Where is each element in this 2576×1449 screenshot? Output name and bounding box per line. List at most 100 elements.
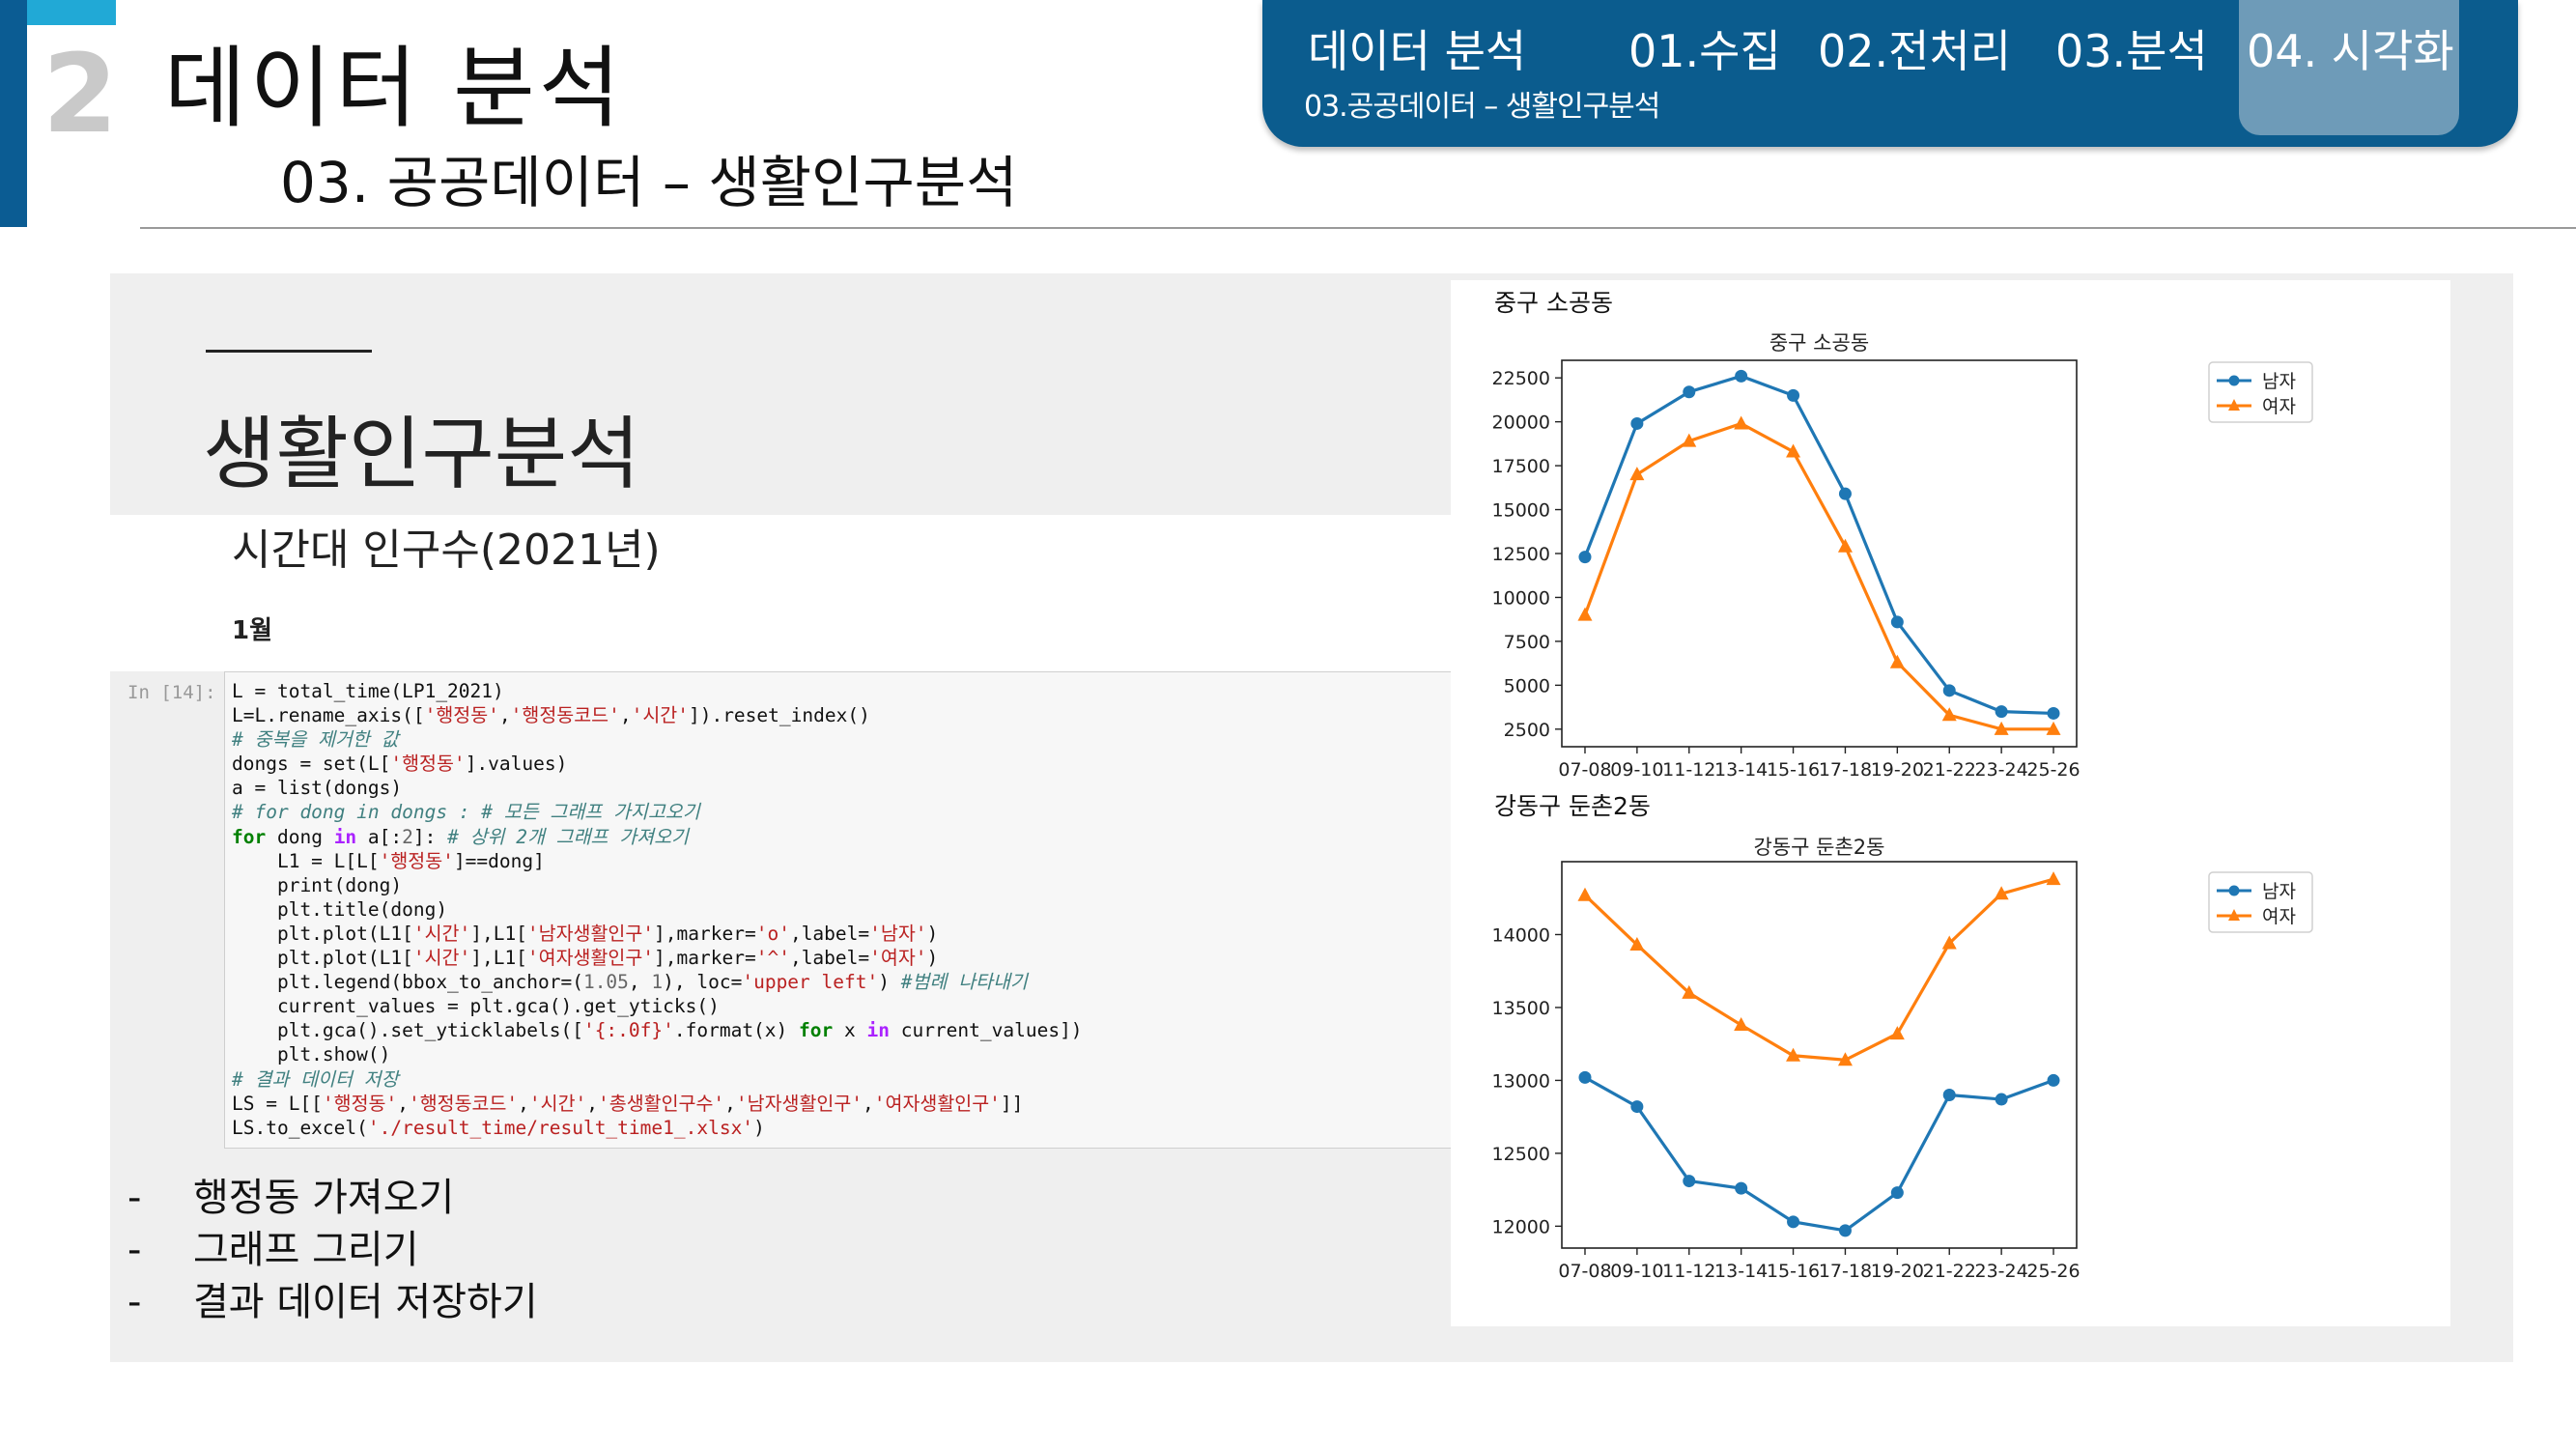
y-tick-label: 13000 xyxy=(1492,1070,1550,1092)
y-tick-label: 7500 xyxy=(1504,632,1550,653)
nav-title: 데이터 분석 xyxy=(1308,25,1527,77)
data-point xyxy=(1941,935,1957,950)
legend-box xyxy=(2208,361,2313,423)
y-tick-label: 17500 xyxy=(1492,456,1550,477)
data-point xyxy=(1629,937,1645,952)
code-line: plt.show() xyxy=(232,1043,391,1066)
legend-label: 여자 xyxy=(2262,906,2296,927)
chart-output-area: 중구 소공동 중구 소공동 2500 5000 7500 10000 12500 15000 1… xyxy=(1451,280,2450,1326)
nav-item-collect[interactable]: 01.수집 xyxy=(1628,25,1781,77)
legend-label: 남자 xyxy=(2262,881,2296,902)
data-point xyxy=(1837,1052,1853,1066)
data-point xyxy=(1734,1017,1749,1032)
x-tick-label: 25-26 xyxy=(2026,1261,2080,1282)
nav-subtitle: 03.공공데이터 – 생활인구분석 xyxy=(1304,90,1660,124)
left-accent-bar xyxy=(0,0,27,227)
bullet-item: - 행정동 가져오기 xyxy=(127,1176,455,1220)
notebook-heading-area xyxy=(110,515,1453,671)
data-point xyxy=(2046,721,2061,735)
code-line: L=L.rename_axis(['행정동','행정동코드','시간']).re… xyxy=(232,704,870,727)
x-tick-label: 15-16 xyxy=(1767,1261,1820,1282)
x-tick-label: 11-12 xyxy=(1662,1261,1715,1282)
x-tick-label: 23-24 xyxy=(1975,759,2028,781)
data-point xyxy=(1994,721,2009,735)
bullet-item: - 그래프 그리기 xyxy=(127,1228,419,1272)
code-line: plt.title(dong) xyxy=(232,897,448,921)
code-line: plt.legend(bbox_to_anchor=(1.05, 1), loc… xyxy=(232,971,1028,994)
code-line: LS.to_excel('./result_time/result_time1_… xyxy=(232,1116,765,1139)
nav-item-analysis[interactable]: 03.분석 xyxy=(2055,25,2208,77)
data-point xyxy=(1577,887,1593,901)
data-point xyxy=(2046,871,2061,886)
section-subtitle: 03. 공공데이터 – 생활인구분석 xyxy=(280,150,1018,215)
data-point xyxy=(1995,1093,2008,1106)
legend-marker xyxy=(2228,399,2240,411)
data-point xyxy=(1941,707,1957,722)
y-tick-label: 12000 xyxy=(1492,1216,1550,1237)
data-point xyxy=(1786,443,1801,458)
data-point xyxy=(1630,1100,1644,1114)
nav-item-preprocess[interactable]: 02.전처리 xyxy=(1818,25,2012,77)
code-line: a = list(dongs) xyxy=(232,777,403,800)
data-point xyxy=(1838,1224,1852,1237)
x-tick-label: 23-24 xyxy=(1975,1261,2028,1282)
nav-active-highlight xyxy=(2239,0,2459,135)
x-tick-label: 09-10 xyxy=(1610,1261,1663,1282)
data-point xyxy=(1683,385,1696,399)
legend-label: 남자 xyxy=(2262,371,2296,392)
legend-label: 여자 xyxy=(2262,396,2296,417)
data-point xyxy=(1994,886,2009,900)
data-point xyxy=(2047,706,2060,720)
data-point xyxy=(1889,654,1905,668)
legend-marker xyxy=(2228,885,2240,896)
x-tick-label: 09-10 xyxy=(1610,759,1663,781)
data-point xyxy=(1787,388,1800,402)
code-line: # for dong in dongs : # 모든 그래프 가지고오기 xyxy=(232,801,700,824)
x-tick-label: 19-20 xyxy=(1871,1261,1924,1282)
code-line: plt.plot(L1['시간'],L1['여자생활인구'],marker='^… xyxy=(232,947,939,970)
cell-prompt: In [14]: xyxy=(127,682,216,703)
x-tick-label: 07-08 xyxy=(1558,1261,1611,1282)
data-point xyxy=(1682,984,1697,999)
data-point xyxy=(1942,684,1956,697)
x-tick-label: 21-22 xyxy=(1923,759,1976,781)
x-tick-label: 07-08 xyxy=(1558,759,1611,781)
data-point xyxy=(1837,538,1853,553)
x-tick-label: 19-20 xyxy=(1871,759,1924,781)
nav-item-visualization[interactable]: 04. 시각화 xyxy=(2247,25,2454,77)
code-line: for dong in a[:2]: # 상위 2개 그래프 가져오기 xyxy=(232,825,689,848)
data-point xyxy=(1995,705,2008,719)
legend-box xyxy=(2208,871,2313,933)
data-point xyxy=(1577,607,1593,621)
bullet-item: - 결과 데이터 저장하기 xyxy=(127,1280,538,1324)
data-point xyxy=(1942,1089,1956,1102)
section-title: 데이터 분석 xyxy=(164,37,625,140)
y-tick-label: 5000 xyxy=(1504,675,1550,696)
data-point xyxy=(2047,1073,2060,1087)
legend-marker xyxy=(2228,375,2240,386)
y-tick-label: 2500 xyxy=(1504,720,1550,741)
series-line-female xyxy=(1583,421,2054,731)
y-tick-label: 12500 xyxy=(1492,1144,1550,1165)
chart-title: 강동구 둔촌2동 xyxy=(1754,836,1885,859)
notebook-heading: 시간대 인구수(2021년) xyxy=(232,526,661,575)
data-point xyxy=(1734,415,1749,430)
x-tick-label: 11-12 xyxy=(1662,759,1715,781)
x-tick-label: 25-26 xyxy=(2026,759,2080,781)
data-point xyxy=(1890,1186,1904,1200)
data-point xyxy=(1735,1181,1748,1195)
code-cell[interactable] xyxy=(224,671,1453,1149)
y-tick-label: 12500 xyxy=(1492,544,1550,565)
code-line: plt.gca().set_yticklabels(['{:.0f}'.form… xyxy=(232,1019,1083,1042)
data-point xyxy=(1682,433,1697,447)
chart-caption: 중구 소공동 xyxy=(1494,289,1613,317)
plot-frame xyxy=(1561,861,2078,1249)
x-tick-label: 13-14 xyxy=(1714,759,1768,781)
title-decoration-line xyxy=(206,350,372,353)
code-block: L = total_time(LP1_2021) L=L.rename_axis… xyxy=(232,679,1083,1140)
data-point xyxy=(1630,416,1644,430)
code-line: print(dong) xyxy=(232,873,403,896)
